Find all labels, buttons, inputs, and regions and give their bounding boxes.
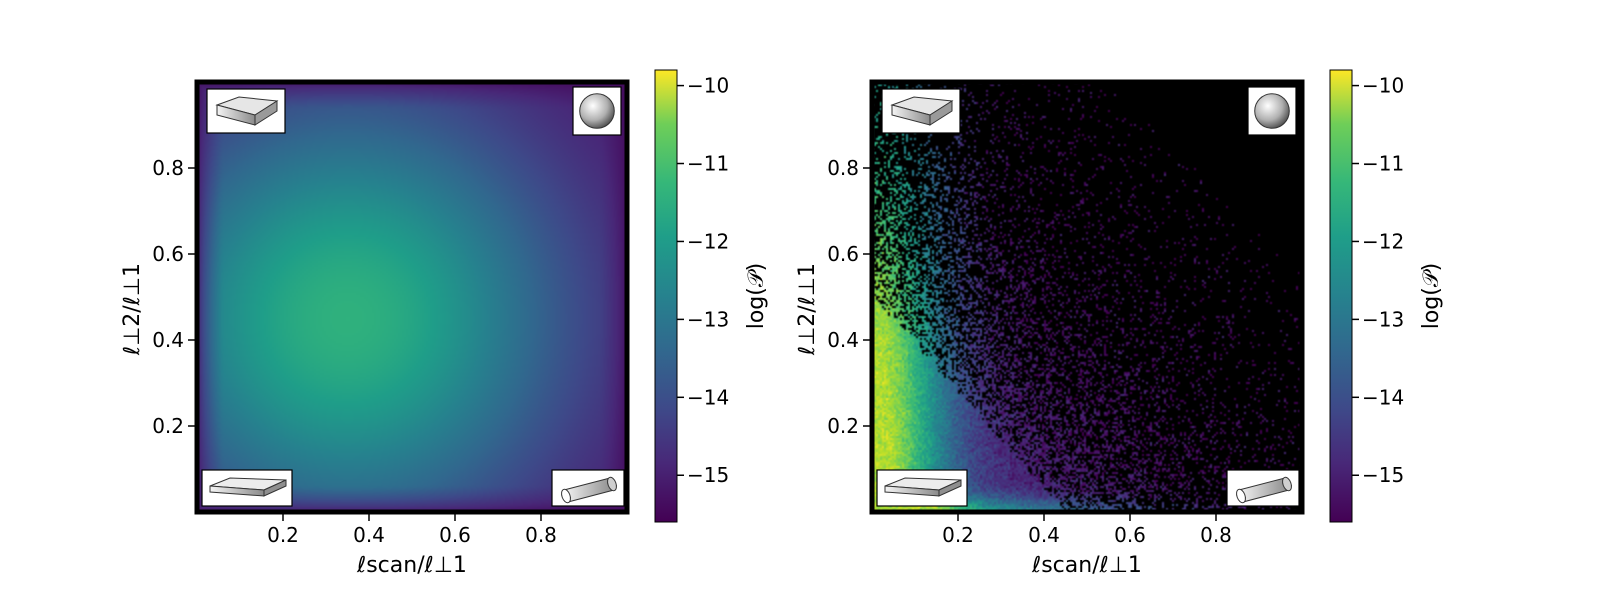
heatmap-panel-1: 0.2 0.4 0.6 0.8 0.2 0.4 0.6 0.8 ℓscan/ℓ⊥1 ℓ⊥2/ℓ⊥1… [120,70,769,578]
cylinder-icon [1227,470,1299,506]
colorbar [655,70,677,522]
colorbar-tick-label: −11 [1362,152,1404,176]
y-tick-label: 0.2 [152,414,184,438]
flat-slab-icon [882,89,960,133]
x-tick-label: 0.8 [1200,523,1232,547]
thin-plate-icon [202,470,292,506]
x-axis-label: ℓscan/ℓ⊥1 [356,553,467,578]
x-tick-label: 0.4 [353,523,385,547]
x-tick-label: 0.4 [1028,523,1060,547]
y-tick-label: 0.2 [827,414,859,438]
flat-slab-icon [207,89,285,133]
cylinder-icon [552,470,624,506]
y-tick-label: 0.6 [152,242,184,266]
colorbar-tick-label: −14 [687,385,729,409]
x-tick-label: 0.6 [1114,523,1146,547]
x-axis-label: ℓscan/ℓ⊥1 [1031,553,1142,578]
colorbar-tick-label: −15 [687,463,729,487]
y-tick-label: 0.4 [152,328,184,352]
heatmap-image [197,82,627,512]
colorbar-label: log(𝒫) [744,263,769,330]
colorbar [1330,70,1352,522]
colorbar-tick-label: −10 [687,74,729,98]
sphere-icon [1248,87,1296,135]
y-tick-label: 0.4 [827,328,859,352]
colorbar-tick-label: −12 [1362,229,1404,253]
y-tick-label: 0.8 [152,156,184,180]
y-axis-label: ℓ⊥2/ℓ⊥1 [795,263,820,356]
heatmap-image [872,82,1302,512]
colorbar-tick-label: −14 [1362,385,1404,409]
colorbar-tick-label: −11 [687,152,729,176]
y-axis-label: ℓ⊥2/ℓ⊥1 [120,263,145,356]
heatmap-panel-2: 0.2 0.4 0.6 0.8 0.2 0.4 0.6 0.8 ℓscan/ℓ⊥1 ℓ⊥2/ℓ⊥1… [795,70,1444,578]
y-tick-label: 0.6 [827,242,859,266]
colorbar-tick-label: −13 [687,307,729,331]
x-tick-label: 0.8 [525,523,557,547]
colorbar-tick-label: −15 [1362,463,1404,487]
colorbar-tick-label: −13 [1362,307,1404,331]
colorbar-tick-label: −12 [687,229,729,253]
thin-plate-icon [877,470,967,506]
x-tick-label: 0.2 [267,523,299,547]
x-tick-label: 0.2 [942,523,974,547]
colorbar-tick-label: −10 [1362,74,1404,98]
sphere-icon [573,87,621,135]
colorbar-label: log(𝒫) [1419,263,1444,330]
y-tick-label: 0.8 [827,156,859,180]
x-tick-label: 0.6 [439,523,471,547]
